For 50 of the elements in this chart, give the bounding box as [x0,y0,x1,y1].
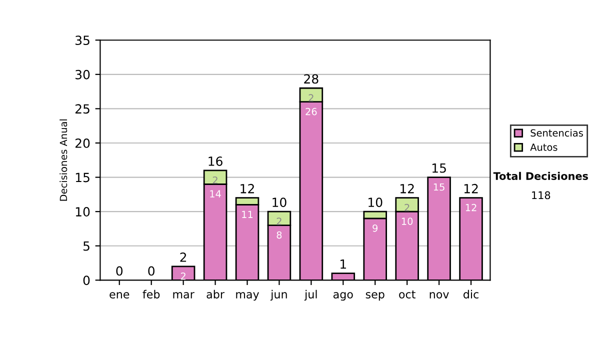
x-tick-label: nov [430,292,449,298]
y-tick-label: 35 [76,36,90,46]
total-label: 10 [368,198,382,208]
data-label: 8 [276,231,282,239]
y-tick-label: 30 [76,70,90,80]
x-tick-label: may [236,292,260,301]
y-tick-label: 20 [75,138,90,148]
data-label: 11 [242,210,253,218]
total-label: 10 [272,198,286,208]
total-label: 12 [400,184,414,194]
total-label: 16 [208,156,222,166]
y-axis-title: Decisiones Anual [60,119,68,201]
x-tick-label: jul [304,290,317,301]
data-label: 9 [372,224,378,232]
x-tick-label: jun [270,290,287,301]
y-tick-label: 15 [76,172,90,182]
data-label: 2 [308,94,314,102]
total-label: 15 [432,164,446,173]
total-label: 28 [304,74,318,84]
x-tick-label: mar [173,292,194,298]
text: 118 [532,191,550,200]
y-tick-label: 5 [83,242,90,251]
y-tick-label: 0 [83,276,90,286]
x-tick-label: dic [464,290,478,298]
data-label: 15 [434,183,444,191]
total-label: 0 [116,266,123,276]
x-tick-label: oct [399,290,416,298]
data-label: 10 [402,218,413,225]
total-label: 12 [464,184,478,194]
data-label: 12 [466,204,476,212]
data-label: 2 [212,176,218,184]
x-tick-label: abr [206,290,224,298]
x-tick-label: ago [333,292,353,301]
data-label: 2 [276,218,282,225]
total-label: 1 [340,260,346,269]
legend-label: Sentencias [530,129,583,137]
total-label: 12 [240,184,254,194]
total-label: 0 [148,266,154,276]
text: Total Decisiones [493,172,588,180]
x-tick-label: sep [366,292,384,301]
y-tick-label: 10 [76,207,90,217]
data-label: 2 [404,204,410,212]
data-label: 2 [180,272,186,280]
y-tick-label: 25 [75,104,90,114]
x-tick-label: ene [110,292,130,298]
legend-label: Autos [530,144,558,151]
x-tick-label: feb [142,290,160,298]
total-label: 2 [180,252,186,262]
data-label: 14 [210,190,221,198]
data-label: 26 [306,108,317,116]
